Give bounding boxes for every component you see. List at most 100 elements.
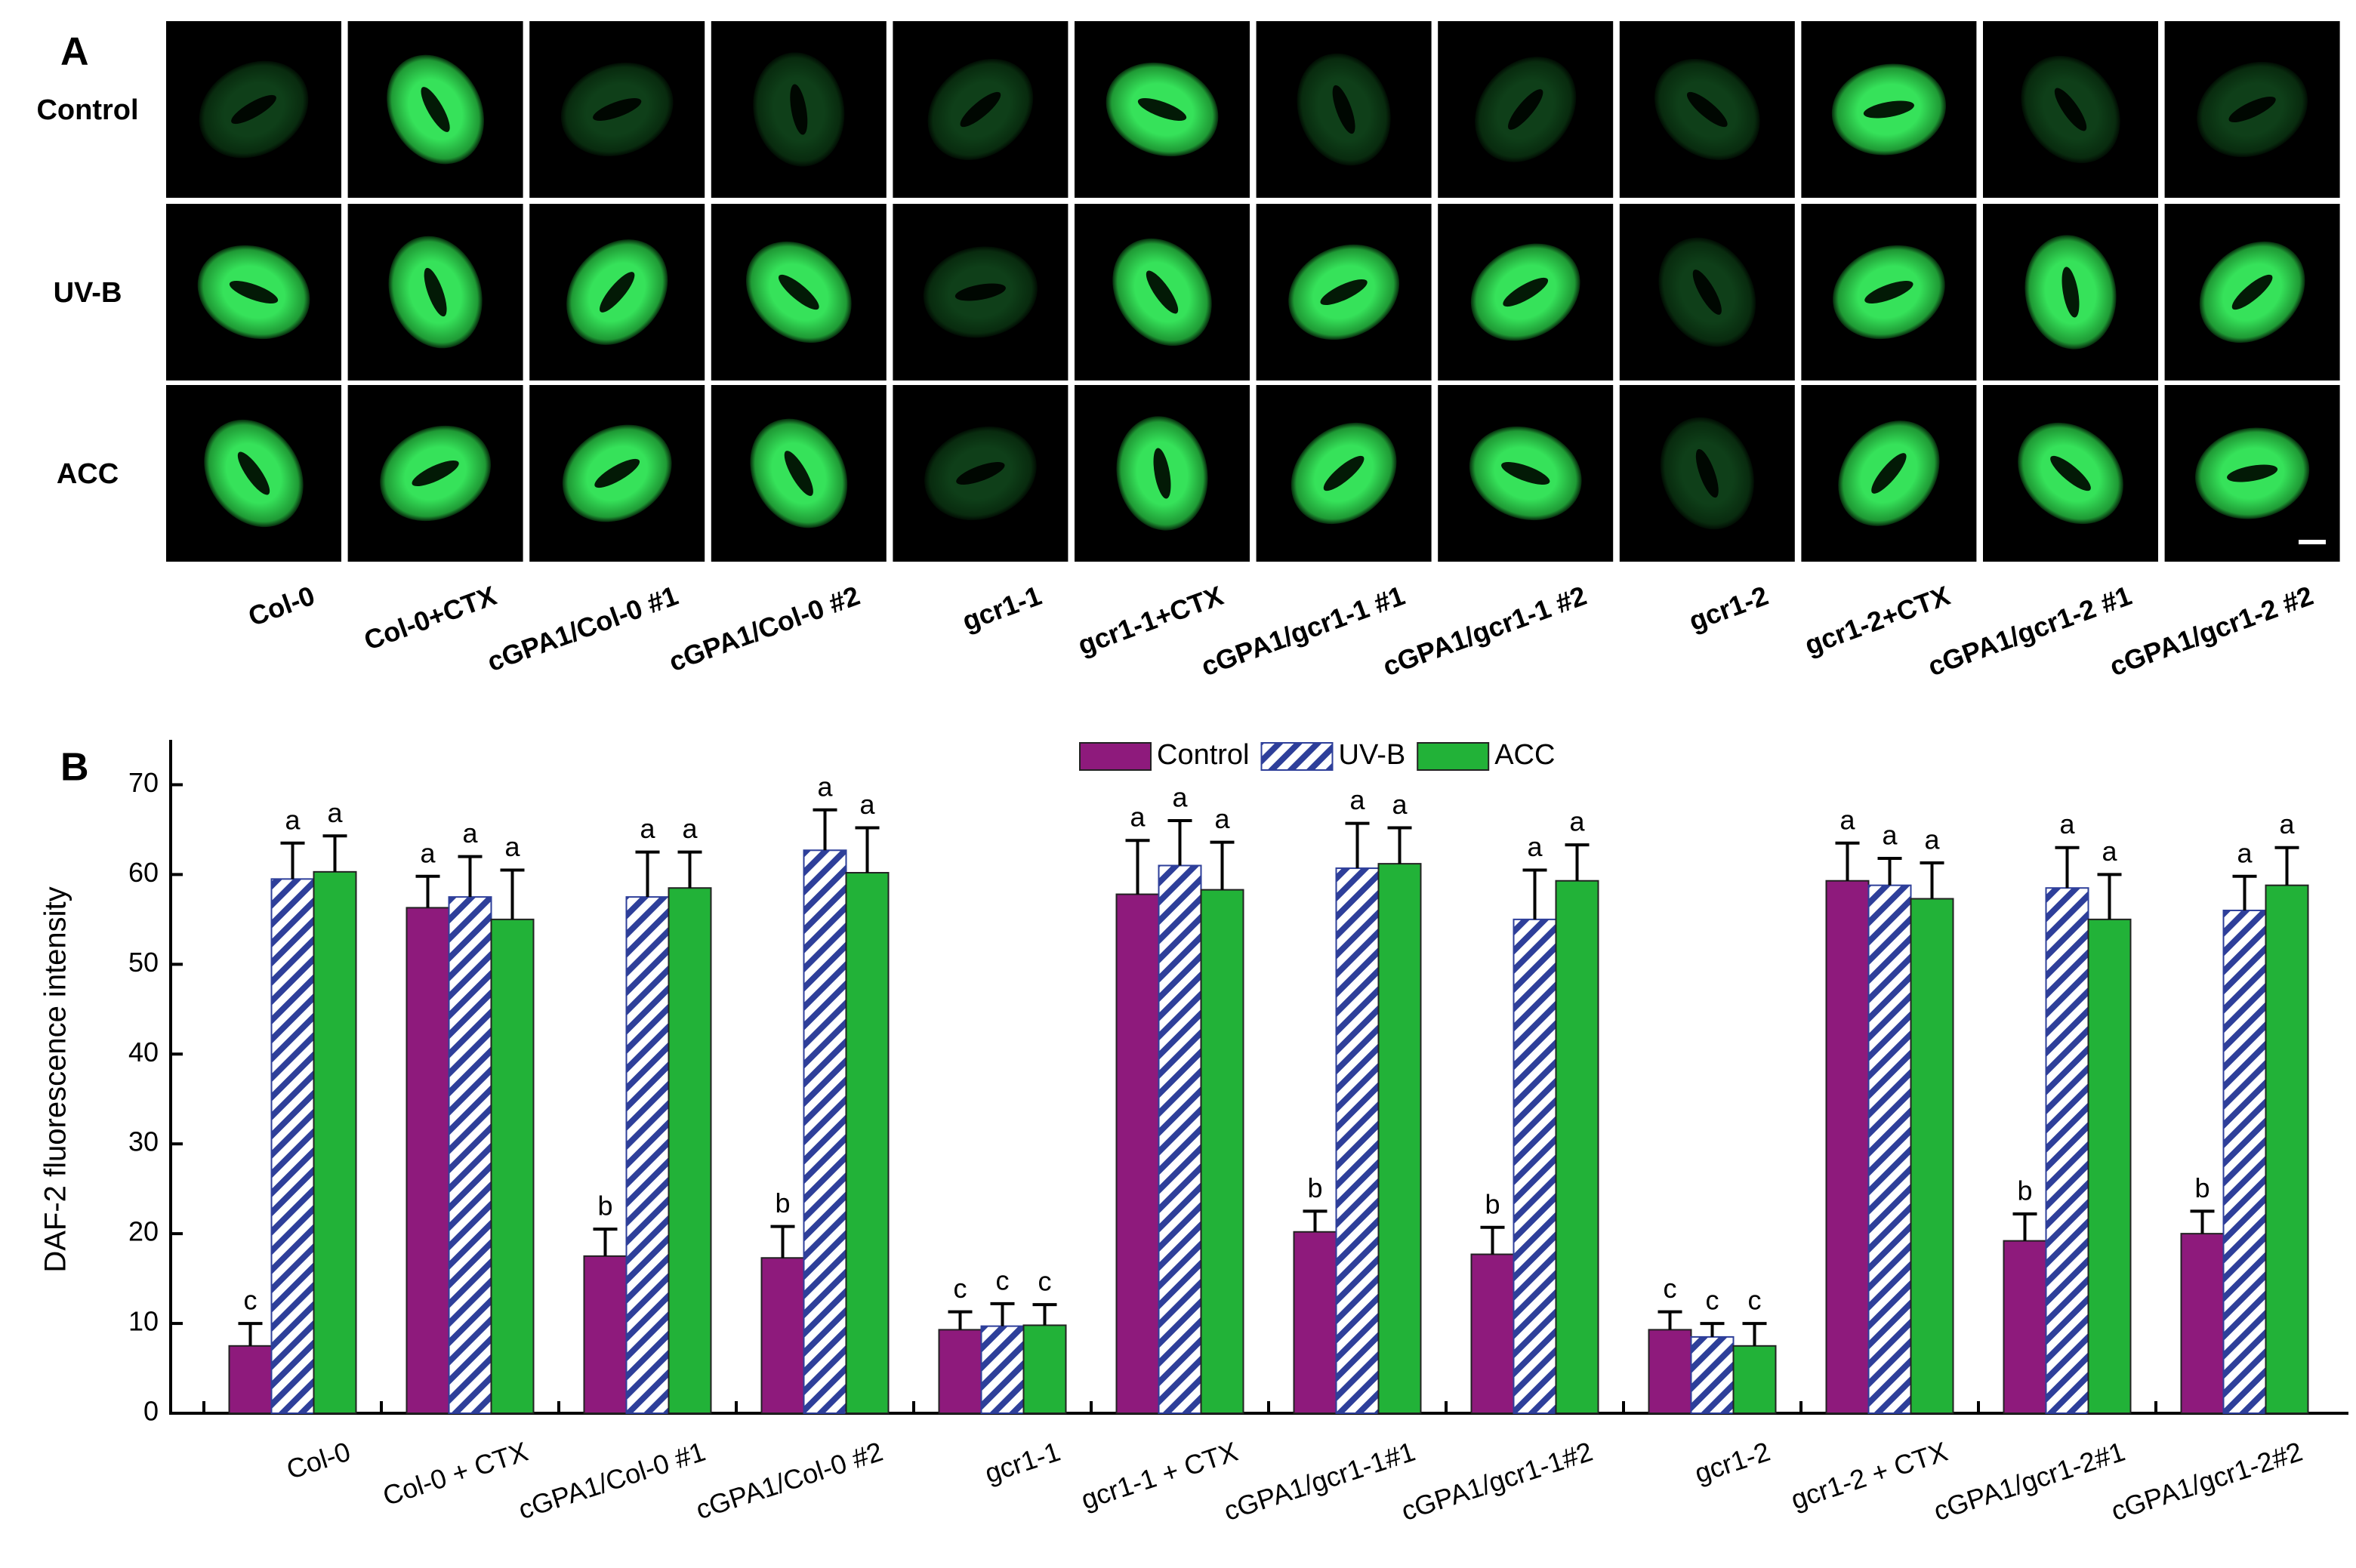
pore (1501, 462, 1550, 485)
stoma (1475, 57, 1577, 162)
error-bar (1210, 840, 1235, 890)
stoma (1288, 244, 1399, 340)
y-tick-label: 50 (128, 947, 159, 978)
pore (1320, 279, 1368, 305)
x-tick-label: Col-0 (282, 1436, 353, 1486)
significance-letter: a (1924, 824, 1940, 855)
x-tick-label: cGPA1/Col-0 #2 (692, 1436, 887, 1526)
error-bar (1835, 841, 1860, 881)
column-label: cGPA1/Col-0 #1 (483, 580, 682, 677)
error-bar (1125, 839, 1150, 895)
error-bar (1167, 819, 1192, 866)
pore (1332, 85, 1355, 134)
stoma (1470, 243, 1580, 341)
column-label: gcr1-2 (1685, 580, 1772, 636)
error-bar (500, 868, 525, 920)
column-label: cGPA1/Col-0 #2 (665, 580, 863, 677)
pore (229, 281, 279, 303)
significance-letter: a (1527, 831, 1543, 862)
column-label: gcr1-2+CTX (1800, 580, 1954, 661)
significance-letter: a (1172, 782, 1188, 813)
significance-letter: b (1307, 1172, 1322, 1203)
guard-cells (199, 60, 309, 159)
error-bar (1387, 826, 1412, 864)
significance-letter: b (1485, 1188, 1500, 1219)
stoma (927, 58, 1034, 161)
significance-letter: c (244, 1285, 257, 1316)
guard-cells (1475, 57, 1577, 162)
pore (1153, 448, 1171, 499)
significance-letter: a (2237, 837, 2253, 868)
row-label: Control (36, 94, 138, 126)
legend-label: UV-B (1339, 739, 1406, 771)
pore (2054, 88, 2087, 131)
error-bar (2274, 846, 2299, 886)
bar (1867, 884, 1912, 1414)
stoma (1831, 63, 1946, 156)
bar (228, 1345, 273, 1415)
y-tick-label: 30 (128, 1126, 159, 1157)
significance-letter: b (775, 1188, 790, 1218)
error-bar (2097, 873, 2122, 920)
column-label: Col-0+CTX (360, 580, 501, 656)
bar (490, 918, 535, 1415)
pore (1686, 91, 1728, 128)
significance-letter: a (640, 813, 655, 844)
bar (845, 872, 890, 1414)
stoma (1658, 237, 1756, 347)
bar (1690, 1335, 1735, 1414)
bar (1335, 867, 1380, 1415)
x-tick-label: cGPA1/gcr1-2#2 (2108, 1436, 2306, 1526)
y-tick-label: 40 (128, 1037, 159, 1067)
pore (956, 462, 1005, 485)
error-bar (1522, 868, 1547, 920)
significance-letter: c (1748, 1285, 1762, 1316)
significance-letter: a (1349, 784, 1365, 815)
x-tick-label: gcr1-1 + CTX (1078, 1436, 1241, 1515)
stoma (566, 239, 668, 345)
error-bar (2232, 874, 2257, 910)
y-tick-label: 70 (128, 767, 159, 798)
column-label: gcr1-1 (958, 580, 1046, 636)
significance-letter: a (2059, 809, 2075, 839)
significance-letter: a (1839, 804, 1855, 835)
legend-label: ACC (1494, 739, 1555, 771)
pore (784, 451, 813, 496)
stoma (1838, 420, 1940, 526)
stoma (380, 425, 491, 522)
guard-cells (1297, 53, 1391, 166)
row-label: UV-B (54, 277, 122, 309)
error-bar (415, 874, 440, 908)
column-label: cGPA1/gcr1-2 #1 (1924, 580, 2136, 682)
stoma (745, 241, 852, 343)
error-bar (855, 826, 880, 873)
stoma (1106, 62, 1219, 157)
pore (790, 84, 808, 135)
row-label: ACC (57, 458, 119, 490)
bar (583, 1255, 628, 1415)
guard-cells (924, 426, 1037, 521)
pore (1864, 281, 1913, 303)
error-bar (2190, 1209, 2215, 1234)
error-bar (635, 850, 660, 898)
bar (1825, 879, 1870, 1414)
error-bar (1920, 861, 1944, 899)
pore (954, 283, 1006, 301)
significance-letter: c (954, 1273, 967, 1304)
legend-swatch (1260, 742, 1334, 771)
pore (2228, 97, 2276, 122)
bar (2265, 884, 2309, 1414)
pore (1695, 448, 1719, 498)
pore (2227, 464, 2278, 482)
bar (2222, 909, 2267, 1415)
x-tick-label: gcr1-2 (1691, 1436, 1774, 1489)
stoma (1654, 58, 1760, 161)
error-bar (1877, 856, 1902, 886)
column-label: cGPA1/gcr1-1 #1 (1197, 580, 1408, 682)
error-bar (1032, 1303, 1057, 1326)
significance-letter: a (859, 789, 875, 820)
pore (1871, 453, 1907, 494)
panel-b-label: B (60, 746, 89, 790)
bar (1513, 918, 1557, 1415)
